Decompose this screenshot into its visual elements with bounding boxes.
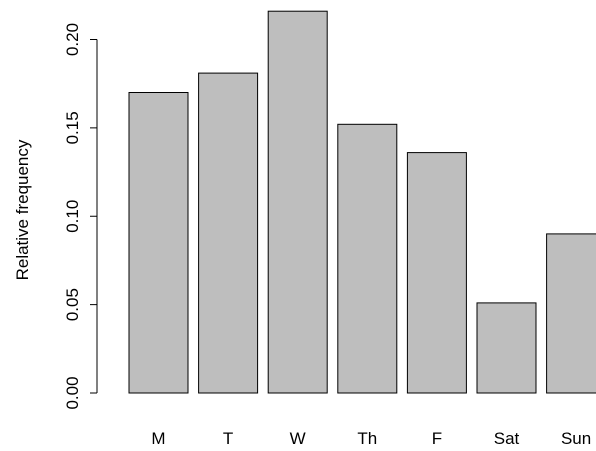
x-tick-label: W bbox=[290, 429, 306, 448]
bars-layer bbox=[128, 10, 596, 394]
x-tick-label: T bbox=[223, 429, 233, 448]
x-tick-label: Th bbox=[357, 429, 377, 448]
bar-t bbox=[198, 72, 259, 394]
y-tick-label: 0.05 bbox=[63, 288, 82, 321]
x-axis-labels: M T W Th F Sat Sun bbox=[151, 429, 591, 448]
y-tick-label: 0.20 bbox=[63, 23, 82, 56]
bar-sun bbox=[546, 233, 596, 394]
x-tick-label: F bbox=[432, 429, 442, 448]
bar-th bbox=[337, 123, 398, 394]
x-tick-label: Sat bbox=[494, 429, 520, 448]
bar-w bbox=[267, 10, 328, 394]
y-tick-label: 0.15 bbox=[63, 111, 82, 144]
y-axis: 0.00 0.05 0.10 0.15 0.20 bbox=[63, 23, 98, 410]
x-tick-label: Sun bbox=[561, 429, 591, 448]
bar-sat bbox=[476, 302, 537, 394]
bar-f bbox=[406, 152, 467, 394]
x-tick-label: M bbox=[151, 429, 165, 448]
bar-m bbox=[128, 92, 189, 394]
y-tick-label: 0.00 bbox=[63, 376, 82, 409]
y-tick-label: 0.10 bbox=[63, 200, 82, 233]
y-axis-title: Relative frequency bbox=[13, 139, 32, 280]
